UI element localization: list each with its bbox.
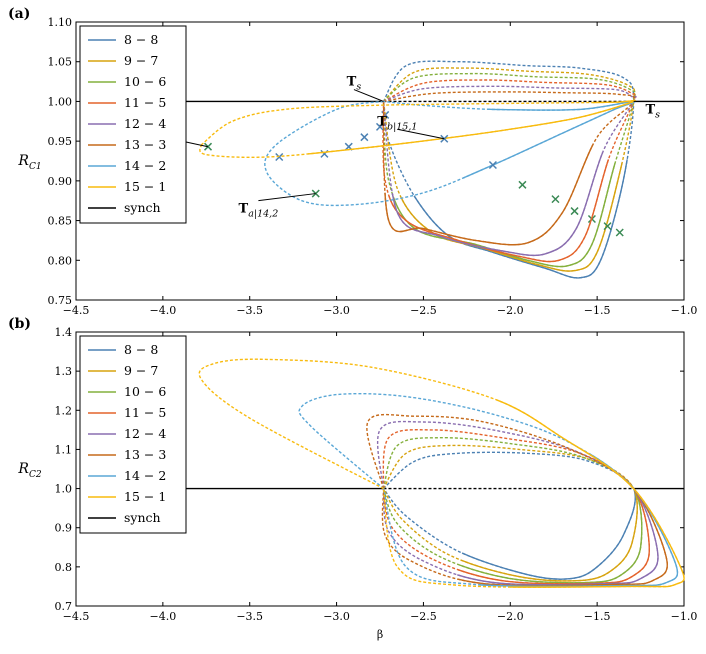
legend-label: 15 − 1: [124, 179, 166, 194]
bifurcation-marker: [488, 160, 497, 170]
x-tick-label: −1.5: [584, 610, 611, 623]
bifurcation-marker: [551, 195, 560, 204]
y-axis-label: RC2: [17, 461, 41, 480]
legend-label: 12 − 4: [124, 116, 166, 131]
panel-label: (a): [8, 6, 30, 22]
series-line-stable: [382, 429, 651, 585]
y-tick-label: 1.1: [55, 443, 73, 456]
legend-label: synch: [124, 510, 161, 525]
y-tick-label: 0.95: [48, 135, 73, 148]
series-line: [298, 392, 679, 588]
series-line-stable: [382, 436, 643, 584]
legend-label: 10 − 6: [124, 384, 166, 399]
bifurcation-marker: [615, 228, 624, 237]
x-tick-label: −2.0: [497, 304, 524, 317]
x-tick-label: −2.5: [410, 610, 437, 623]
bifurcation-marker: [203, 142, 213, 151]
annotation-arrow: [258, 193, 316, 202]
x-tick-label: −3.0: [323, 610, 350, 623]
legend-label: 9 − 7: [124, 363, 158, 378]
x-tick-label: −1.0: [671, 304, 698, 317]
y-tick-label: 0.8: [55, 561, 73, 574]
series-line-stable: [382, 79, 637, 263]
legend-label: 14 − 2: [124, 158, 166, 173]
panel-a: (a) −4.5 −4.0 −3.5 −3.0 −2.5 −2.0 −1.5 −1.0 0.75 0…: [8, 6, 697, 317]
legend-label: 11 − 5: [124, 95, 166, 110]
legend-label: 13 − 3: [124, 137, 166, 152]
series-line-stable: [199, 99, 636, 159]
series-line-stable: [382, 91, 636, 246]
legend: 8 − 8 9 − 7 10 − 6 11 − 5 12 − 4 13 − 3 14 − 2…: [79, 335, 187, 534]
x-tick-label: −3.0: [323, 304, 350, 317]
bifurcation-marker: [360, 133, 369, 142]
series-line-stable: [382, 85, 637, 257]
y-tick-label: 1.2: [55, 404, 73, 417]
legend-label: 13 − 3: [124, 447, 166, 462]
x-tick-label: −2.0: [497, 610, 524, 623]
legend-label: synch: [124, 200, 161, 215]
y-tick-label: 1.00: [48, 95, 73, 108]
series-line-stable: [382, 451, 636, 580]
legend-label: 9 − 7: [124, 53, 158, 68]
annotation-label: Ta|14,2: [239, 202, 279, 220]
legend-label: 11 − 5: [124, 405, 166, 420]
bifurcation-marker: [518, 180, 527, 189]
legend: 8 − 8 9 − 7 10 − 6 11 − 5 12 − 4 13 − 3 14 − 2…: [79, 25, 187, 224]
legend-label: 15 − 1: [124, 489, 166, 504]
x-tick-label: −4.0: [149, 610, 176, 623]
series-line-stable: [376, 420, 659, 586]
axes-frame: [75, 21, 685, 301]
legend-label: 8 − 8: [124, 342, 158, 357]
annotation-arrow: [353, 89, 384, 102]
series-line: [382, 85, 637, 257]
y-tick-label: 1.4: [55, 326, 73, 339]
bifurcation-marker: [603, 222, 612, 231]
legend-label: 8 − 8: [124, 32, 158, 47]
y-tick-label: 0.80: [48, 254, 73, 267]
x-tick-label: −1.0: [671, 610, 698, 623]
x-tick-label: −4.0: [149, 304, 176, 317]
x-tick-label: −1.5: [584, 304, 611, 317]
y-tick-label: 1.3: [55, 365, 73, 378]
series-line: [376, 420, 659, 586]
y-axis-label: RC1: [17, 153, 41, 172]
series-line-stable: [382, 60, 635, 279]
y-tick-label: 0.7: [55, 600, 73, 613]
series-line-stable: [366, 413, 668, 587]
annotation-arrow: [397, 128, 445, 140]
legend-label: 14 − 2: [124, 468, 166, 483]
legend-label: 12 − 4: [124, 426, 166, 441]
panel-label: (b): [8, 316, 31, 332]
series-line-stable: [382, 444, 638, 582]
bifurcation-marker: [275, 152, 284, 162]
annotation-label: Ts: [645, 102, 660, 120]
bifurcation-marker: [311, 189, 320, 198]
y-tick-label: 1.05: [48, 56, 73, 69]
y-tick-label: 0.9: [55, 522, 73, 535]
panel-b: (b) −4.5 −4.0 −3.5 −3.0 −2.5 −2.0 −1.5 −1.0 0.7 0.…: [8, 316, 697, 641]
series-line-stable: [198, 358, 685, 588]
bifurcation-marker: [570, 207, 579, 216]
bifurcation-marker: [375, 122, 385, 131]
y-tick-label: 0.90: [48, 175, 73, 188]
x-axis-label: β: [377, 628, 383, 641]
y-tick-label: 0.85: [48, 215, 73, 228]
x-tick-label: −3.5: [236, 610, 263, 623]
x-tick-label: −4.5: [63, 304, 90, 317]
y-tick-label: 0.75: [48, 294, 73, 307]
series-line-stable: [382, 72, 636, 268]
y-tick-label: 1.10: [48, 16, 73, 29]
x-tick-label: −4.5: [63, 610, 90, 623]
axes-frame: [75, 331, 685, 607]
y-tick-label: 1.0: [55, 483, 73, 496]
x-tick-label: −2.5: [410, 304, 437, 317]
x-tick-label: −3.5: [236, 304, 263, 317]
legend-label: 10 − 6: [124, 74, 166, 89]
series-line: [199, 99, 636, 159]
